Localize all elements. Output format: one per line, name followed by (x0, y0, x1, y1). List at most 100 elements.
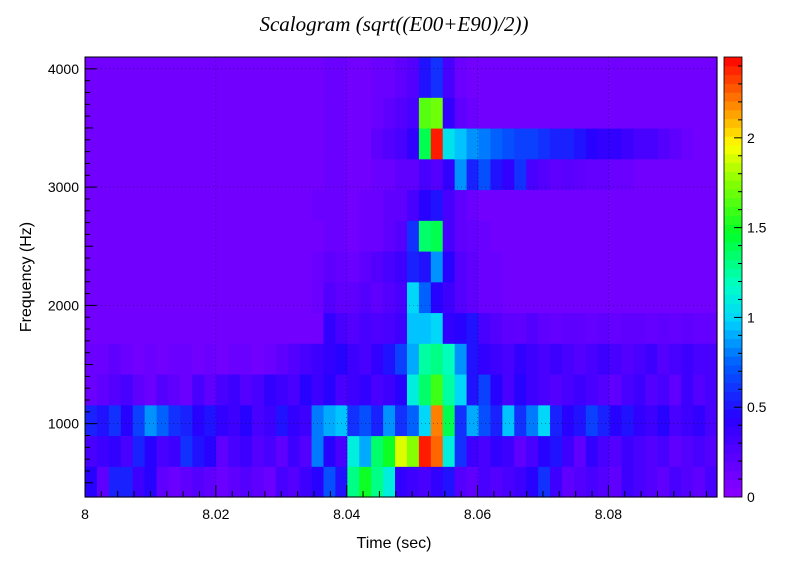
heatmap-cell (454, 189, 468, 221)
heatmap-cell (693, 404, 706, 437)
colorbar-segment (724, 74, 742, 84)
colorbar: 0 0.5 1 1.5 2 (723, 56, 767, 505)
heatmap-cell (681, 127, 694, 160)
heatmap-cell (645, 57, 658, 98)
heatmap-cell (561, 343, 575, 375)
heatmap-cell (538, 127, 551, 160)
heatmap-cell (168, 343, 181, 375)
heatmap-cell (633, 404, 647, 437)
heatmap-cell (156, 220, 170, 252)
heatmap-cell (323, 435, 337, 467)
heatmap-cell (597, 466, 611, 498)
colorbar-segment (724, 250, 742, 260)
heatmap-cell (561, 57, 575, 98)
heatmap-cell (323, 250, 337, 283)
heatmap-cell (263, 97, 277, 129)
heatmap-cell (240, 57, 253, 98)
heatmap-cell (347, 57, 360, 98)
colorbar-segment (724, 180, 742, 190)
heatmap-cell (633, 189, 647, 221)
heatmap-cell (144, 97, 158, 129)
heatmap-cell (395, 435, 408, 467)
heatmap-cell (108, 373, 122, 406)
heatmap-cell (192, 281, 205, 314)
heatmap-cell (693, 57, 706, 98)
heatmap-cell (442, 57, 456, 98)
heatmap-cell (693, 158, 706, 191)
heatmap-cell (299, 404, 313, 437)
heatmap-cell (335, 343, 348, 375)
heatmap-cell (406, 97, 420, 129)
heatmap-cell (240, 127, 253, 160)
heatmap-cell (335, 220, 348, 252)
heatmap-cell (693, 373, 706, 406)
heatmap-cell (526, 189, 539, 221)
heatmap-cell (192, 435, 205, 467)
heatmap-cell (466, 343, 480, 375)
plot-frame (84, 56, 718, 498)
heatmap-cell (466, 281, 480, 314)
heatmap-cell (502, 57, 515, 98)
heatmap-cell (538, 57, 551, 98)
heatmap-cell (359, 158, 372, 191)
heatmap-cell (383, 466, 396, 498)
heatmap-cell (359, 404, 372, 437)
heatmap-cell (347, 373, 360, 406)
heatmap-cell (359, 281, 372, 314)
heatmap-cell (96, 189, 110, 221)
heatmap-cell (633, 312, 647, 344)
heatmap-cell (108, 404, 122, 437)
heatmap-cell (490, 281, 503, 314)
heatmap-cell (85, 404, 98, 437)
heatmap-cell (311, 312, 325, 344)
heatmap-cells (85, 57, 718, 498)
heatmap-cell (347, 158, 360, 191)
heatmap-cell (657, 158, 670, 191)
colorbar-segment (724, 338, 742, 348)
heatmap-cell (251, 250, 265, 283)
heatmap-cell (633, 127, 647, 160)
heatmap-cell (144, 404, 158, 437)
heatmap-cell (466, 57, 480, 98)
colorbar-segment (724, 145, 742, 155)
heatmap-cell (287, 312, 301, 344)
heatmap-cell (156, 435, 170, 467)
colorbar-segment (724, 127, 742, 137)
heatmap-cell (538, 404, 551, 437)
heatmap-cell (561, 158, 575, 191)
heatmap-cell (573, 57, 587, 98)
heatmap-cell (585, 373, 599, 406)
heatmap-cell (621, 97, 635, 129)
heatmap-cell (144, 281, 158, 314)
heatmap-cell (585, 312, 599, 344)
heatmap-cell (621, 220, 635, 252)
heatmap-cell (454, 373, 468, 406)
heatmap-cell (490, 250, 503, 283)
heatmap-cell (132, 158, 146, 191)
heatmap-cell (573, 404, 587, 437)
heatmap-cell (240, 281, 253, 314)
heatmap-cell (180, 466, 193, 498)
heatmap-cell (550, 281, 563, 314)
heatmap-cell (263, 343, 277, 375)
heatmap-cell (442, 127, 456, 160)
heatmap-cell (621, 189, 635, 221)
heatmap-cell (502, 466, 515, 498)
colorbar-segment (724, 162, 742, 172)
heatmap-cell (96, 250, 110, 283)
heatmap-cell (144, 189, 158, 221)
heatmap-cell (478, 466, 492, 498)
heatmap-cell (550, 57, 563, 98)
heatmap-cell (561, 250, 575, 283)
heatmap-cell (180, 189, 193, 221)
heatmap-cell (228, 220, 241, 252)
colorbar-segment (724, 356, 742, 366)
heatmap-cell (550, 343, 563, 375)
heatmap-cell (216, 281, 229, 314)
heatmap-cell (132, 281, 146, 314)
heatmap-cell (323, 127, 337, 160)
heatmap-cell (609, 220, 623, 252)
heatmap-cell (180, 312, 193, 344)
heatmap-cell (657, 189, 670, 221)
heatmap-cell (132, 250, 146, 283)
